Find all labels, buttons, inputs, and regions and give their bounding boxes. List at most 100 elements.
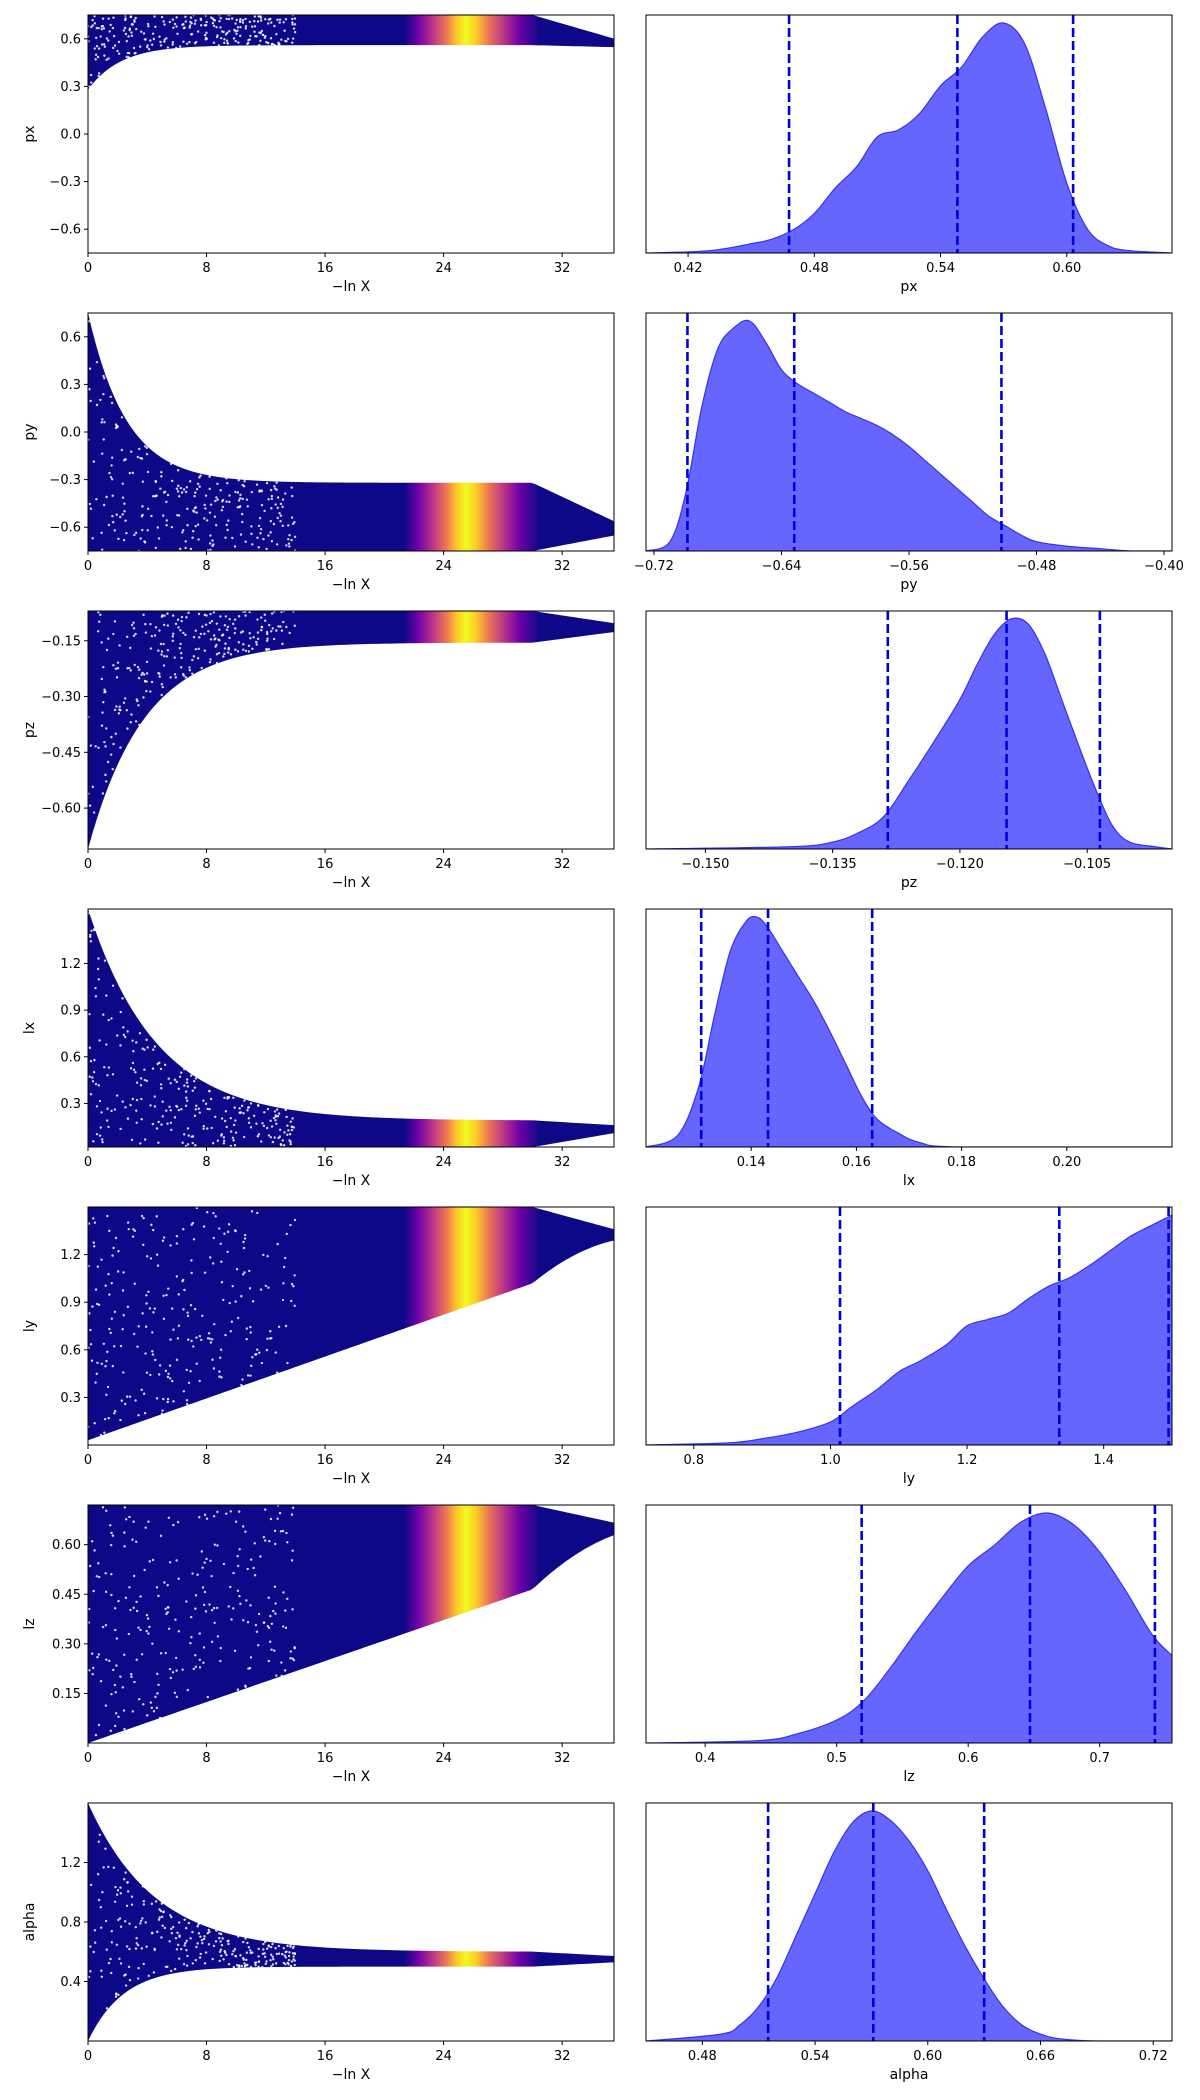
trace-xtick-label: 0 bbox=[84, 1453, 92, 1468]
density-xtick-label: 0.48 bbox=[800, 261, 829, 276]
density-fill-lz bbox=[646, 1512, 1172, 1743]
trace-samples-ly bbox=[88, 1207, 614, 1441]
density-xtick-label: 0.14 bbox=[737, 1155, 766, 1170]
trace-xtick-label: 16 bbox=[317, 1155, 334, 1170]
density-frame-pz bbox=[645, 610, 1173, 850]
trace-xtick-label: 24 bbox=[435, 1155, 452, 1170]
trace-xtick-label: 16 bbox=[317, 559, 334, 574]
trace-xtick-label: 32 bbox=[554, 559, 571, 574]
trace-frame-lz bbox=[87, 1504, 615, 1744]
density-xtick-label: 0.54 bbox=[926, 261, 955, 276]
trace-ytick-label: −0.6 bbox=[49, 223, 81, 238]
density-xtick-label: 0.16 bbox=[842, 1155, 871, 1170]
density-frame-lx bbox=[645, 908, 1173, 1148]
trace-xtick-label: 0 bbox=[84, 559, 92, 574]
trace-ytick-label: 0.3 bbox=[60, 80, 81, 95]
density-fill-ly bbox=[646, 1214, 1172, 1445]
row-lz: 0 8 16 24 32 −ln X 0.60 0.45 0.30 0.15 lz 0.4 0.5 0.6… bbox=[22, 1504, 1173, 1785]
trace-xtick-label: 16 bbox=[317, 857, 334, 872]
density-xtick-label: −0.120 bbox=[936, 857, 984, 872]
row-py: 0 8 16 24 32−ln X0.60.30.0−0.3−0.6py−0.72 −0.… bbox=[22, 312, 1184, 593]
trace-ytick-label: 0.9 bbox=[60, 1296, 81, 1311]
trace-panel-px: 0 8 16 24 32 −ln X 0.6 0.3 0.0 −0.3 −0.6 px bbox=[22, 14, 615, 295]
trace-speckle-lx bbox=[88, 912, 296, 1147]
density-xtick-label: 0.18 bbox=[947, 1155, 976, 1170]
trace-frame-pz bbox=[87, 610, 615, 850]
trace-ytick-label: 0.30 bbox=[52, 1637, 81, 1652]
density-xtick-label: 0.54 bbox=[801, 2049, 830, 2064]
density-xlabel: pz bbox=[901, 875, 917, 891]
trace-frame-lx bbox=[87, 908, 615, 1148]
density-panel-lx: 0.14 0.16 0.18 0.20 lx bbox=[645, 908, 1173, 1189]
density-frame-px bbox=[645, 14, 1173, 254]
trace-xtick-label: 24 bbox=[435, 2049, 452, 2064]
density-xtick-label: 0.8 bbox=[683, 1453, 704, 1468]
trace-xtick-label: 24 bbox=[435, 1751, 452, 1766]
density-xtick-label: 0.4 bbox=[695, 1751, 716, 1766]
trace-speckle-pz bbox=[88, 611, 297, 814]
density-fill-px bbox=[646, 22, 1172, 253]
trace-xlabel: −ln X bbox=[332, 1173, 371, 1189]
trace-ytick-label: 1.2 bbox=[60, 1248, 81, 1263]
density-xtick-label: 0.60 bbox=[913, 2049, 942, 2064]
density-xlabel: ly bbox=[903, 1471, 915, 1487]
trace-ytick-label: 0.15 bbox=[52, 1687, 81, 1702]
trace-xtick-label: 8 bbox=[202, 1155, 210, 1170]
trace-xtick-label: 24 bbox=[435, 857, 452, 872]
density-xtick-label: 1.4 bbox=[1093, 1453, 1114, 1468]
density-xtick-label: 0.72 bbox=[1139, 2049, 1168, 2064]
trace-xlabel: −ln X bbox=[332, 875, 371, 891]
trace-panel-alpha: 0 8 16 24 32 −ln X 1.2 0.8 0.4 alpha bbox=[22, 1802, 615, 2083]
density-xlabel: py bbox=[900, 577, 917, 593]
density-xtick-label: 0.48 bbox=[688, 2049, 717, 2064]
trace-xtick-label: 8 bbox=[202, 1751, 210, 1766]
density-xtick-label: 1.0 bbox=[820, 1453, 841, 1468]
trace-ytick-label: 0.3 bbox=[60, 378, 81, 393]
trace-ylabel: ly bbox=[22, 1320, 38, 1332]
trace-speckle-py bbox=[88, 320, 297, 551]
trace-samples-py bbox=[88, 313, 614, 551]
trace-xtick-label: 24 bbox=[435, 1453, 452, 1468]
trace-xlabel: −ln X bbox=[332, 1769, 371, 1785]
trace-xtick-label: 8 bbox=[202, 857, 210, 872]
trace-samples-lx bbox=[88, 909, 614, 1147]
trace-panel-lz: 0 8 16 24 32 −ln X 0.60 0.45 0.30 0.15 lz bbox=[22, 1504, 615, 1785]
density-frame-alpha bbox=[645, 1802, 1173, 2042]
trace-ytick-label: −0.45 bbox=[41, 746, 81, 761]
trace-xtick-label: 16 bbox=[317, 261, 334, 276]
trace-ytick-label: 1.2 bbox=[60, 957, 81, 972]
density-xtick-label: 0.20 bbox=[1052, 1155, 1081, 1170]
trace-speckle-alpha bbox=[88, 1833, 297, 2010]
trace-xtick-label: 24 bbox=[435, 559, 452, 574]
trace-samples-alpha bbox=[88, 1803, 614, 2041]
trace-ytick-label: −0.3 bbox=[49, 473, 81, 488]
trace-ytick-label: −0.60 bbox=[41, 802, 81, 817]
density-xtick-label: 0.5 bbox=[826, 1751, 847, 1766]
density-xtick-label: −0.48 bbox=[1017, 559, 1057, 574]
density-xtick-label: 0.60 bbox=[1052, 261, 1081, 276]
density-xlabel: lx bbox=[903, 1173, 915, 1189]
trace-frame-px bbox=[87, 14, 615, 254]
trace-ytick-label: 0.6 bbox=[60, 1050, 81, 1065]
density-xtick-label: −0.56 bbox=[889, 559, 929, 574]
trace-frame-ly bbox=[87, 1206, 615, 1446]
trace-samples-lz bbox=[88, 1505, 614, 1743]
density-frame-lz bbox=[645, 1504, 1173, 1744]
density-fill-pz bbox=[646, 617, 1172, 849]
trace-ytick-label: 0.6 bbox=[60, 1343, 81, 1358]
trace-xtick-label: 0 bbox=[84, 1155, 92, 1170]
trace-ytick-label: −0.15 bbox=[41, 634, 81, 649]
trace-xlabel: −ln X bbox=[332, 2067, 371, 2083]
trace-xtick-label: 32 bbox=[554, 857, 571, 872]
trace-xtick-label: 32 bbox=[554, 1751, 571, 1766]
density-frame-ly bbox=[645, 1206, 1173, 1446]
trace-samples-px bbox=[88, 15, 614, 90]
trace-ylabel: px bbox=[22, 125, 38, 142]
trace-xtick-label: 0 bbox=[84, 2049, 92, 2064]
density-xtick-label: −0.105 bbox=[1063, 857, 1111, 872]
trace-ytick-label: 1.2 bbox=[60, 1856, 81, 1871]
trace-ytick-label: −0.6 bbox=[49, 521, 81, 536]
trace-panel-ly: 0 8 16 24 32 −ln X 1.2 0.9 0.6 0.3 ly bbox=[22, 1206, 615, 1487]
trace-ytick-label: 0.8 bbox=[60, 1916, 81, 1931]
trace-ylabel: lx bbox=[22, 1022, 38, 1034]
